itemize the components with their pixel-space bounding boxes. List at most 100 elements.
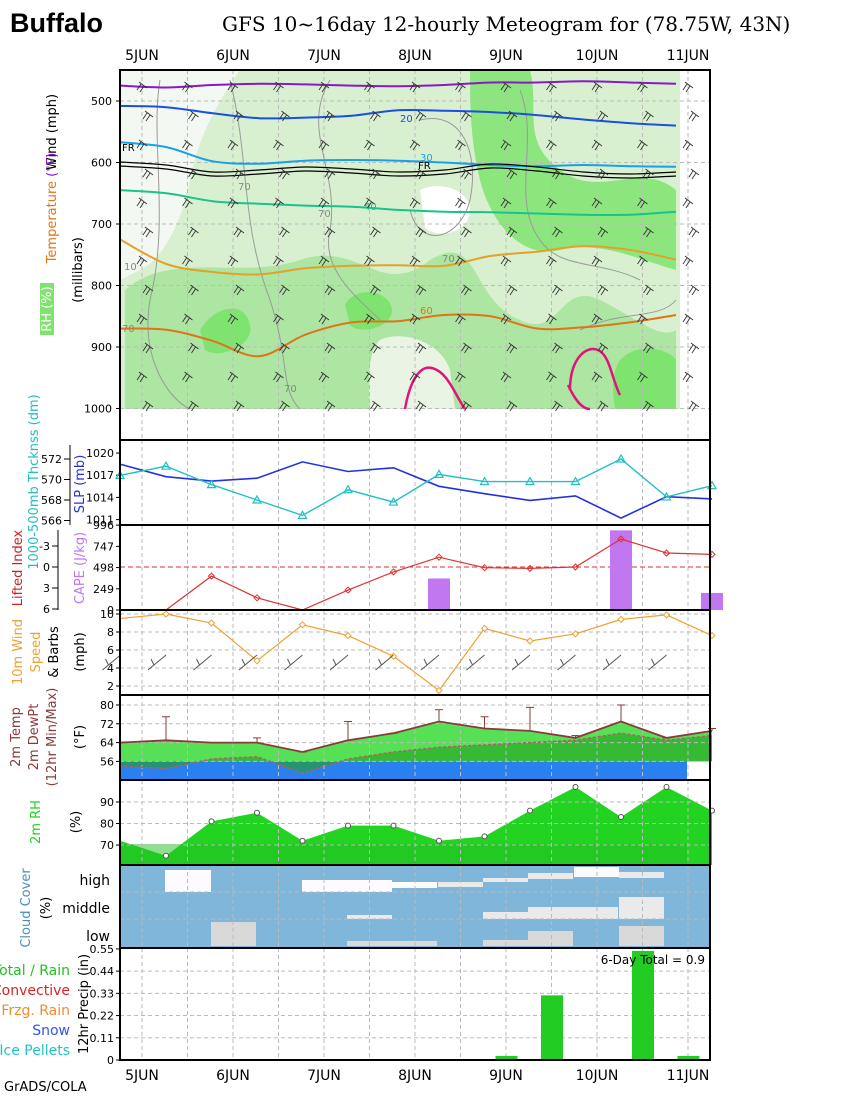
wind-barb — [688, 226, 700, 238]
temperature-line — [119, 720, 713, 753]
wind-barb — [233, 342, 245, 354]
wind-barb — [273, 197, 284, 209]
wind-barb — [455, 81, 466, 93]
wind-speed-marker — [571, 630, 580, 638]
wind-barb — [597, 226, 609, 238]
rh2m-marker — [527, 807, 533, 814]
thickness-marker — [388, 496, 399, 506]
rh2m-marker — [163, 852, 169, 859]
temperature-contour-magenta — [566, 384, 591, 411]
wind-speed-marker — [207, 619, 216, 627]
wind-barb — [682, 371, 694, 383]
cloud-block-high — [438, 882, 483, 887]
rh2m-marker — [254, 809, 260, 816]
wind-barb — [370, 226, 381, 238]
wind-barb — [461, 168, 472, 180]
day-label-bottom: 9JUN — [489, 1068, 523, 1084]
wind-speed-marker — [435, 686, 443, 695]
cape-tick-label: 0 — [107, 604, 114, 617]
wind-barb — [409, 197, 421, 209]
wind-barb — [188, 226, 199, 238]
wind-barb — [409, 371, 421, 383]
wind-barb — [233, 110, 245, 122]
thickness-marker — [297, 510, 308, 519]
lifted-index-marker — [435, 553, 443, 561]
wind-barb — [182, 139, 193, 151]
wind-barb — [506, 284, 518, 296]
cloud-block-high — [302, 880, 392, 892]
day-label-bottom: 10JUN — [576, 1068, 619, 1084]
pressure-axis-label: (millibars) — [71, 237, 86, 303]
wind-barb — [227, 139, 239, 151]
cape-bar — [428, 578, 450, 610]
wind-barb — [500, 81, 512, 93]
precip-legend-item: Ice Pellets — [0, 1043, 70, 1059]
wind-barb — [136, 139, 148, 151]
precip-total-label: 6-Day Total = 0.9 — [601, 953, 705, 967]
rh-axis-label: RH (%) — [40, 286, 55, 331]
thickness-marker — [160, 460, 172, 470]
wind-speed-marker — [162, 610, 170, 618]
slp-tick-label: 1020 — [86, 447, 114, 460]
lifted-index-marker — [344, 586, 352, 594]
lifted-index-marker — [389, 568, 398, 576]
rh-contour — [147, 79, 191, 410]
dewpoint-area — [120, 733, 712, 774]
precip-legend-item: Total / Rain — [0, 963, 70, 979]
wind-barb — [279, 342, 290, 354]
wind-barb — [227, 255, 239, 267]
precip-bar — [632, 950, 654, 1060]
lifted-index-marker — [253, 594, 261, 602]
cloud-level-label: middle — [62, 901, 110, 917]
wind-tick-label: 8 — [107, 626, 114, 639]
wind-barb — [142, 284, 154, 296]
rh2m-marker — [436, 837, 442, 844]
thickness-axis-label: 1000-500mb Thcknss (dm) — [27, 394, 42, 569]
wind-barb — [597, 284, 609, 296]
precip-tick-label: 0.44 — [90, 965, 115, 978]
wind-barb — [552, 110, 563, 122]
rh-shading-gap — [120, 70, 240, 280]
wind-barb — [188, 284, 199, 296]
wind-barb — [500, 313, 512, 325]
rh2m-marker — [208, 818, 215, 825]
chart-title: GFS 10~16day 12-hourly Meteogram for (78… — [222, 12, 791, 36]
surface-wind-barb — [284, 654, 303, 671]
temp-tick-label: 56 — [100, 755, 114, 768]
rh2m-band — [120, 844, 687, 865]
wind-speed-marker — [526, 637, 534, 645]
wind-barb — [643, 342, 654, 354]
lifted-index-marker — [207, 572, 216, 580]
rh-tick-label: 80 — [100, 818, 114, 831]
surface-wind-barb — [466, 654, 485, 671]
wind-tick-label: 2 — [107, 680, 114, 693]
wind-barb — [591, 313, 603, 325]
thickness-marker — [570, 476, 581, 486]
wind-barb — [273, 313, 284, 325]
rh-shading-gap — [369, 336, 455, 409]
wind-barb — [461, 284, 472, 296]
wind-barb — [136, 255, 148, 267]
surface-wind-barb — [511, 654, 531, 671]
wind-barb — [637, 313, 648, 325]
wind-barb — [552, 226, 563, 238]
wind-barb — [591, 197, 603, 209]
wind-barb — [409, 139, 421, 151]
wind-barb — [637, 139, 648, 151]
day-label-top: 11JUN — [667, 48, 710, 64]
thickness-marker — [433, 469, 445, 478]
wind-barb — [415, 110, 427, 122]
freezing-line — [119, 165, 677, 179]
wind-barb — [637, 371, 648, 383]
wind-barb — [591, 139, 603, 151]
precip-legend-item: Frzg. Rain — [1, 1003, 70, 1019]
slp-axis-label: SLP (mb) — [73, 455, 88, 514]
wind-barb — [318, 255, 330, 267]
cloud-block-middle — [619, 897, 664, 919]
contour-label: 70 — [442, 254, 455, 265]
wind-barb — [546, 197, 557, 209]
wind-barb — [182, 197, 193, 209]
wind-barb — [409, 255, 421, 267]
wind-barb — [409, 81, 421, 93]
